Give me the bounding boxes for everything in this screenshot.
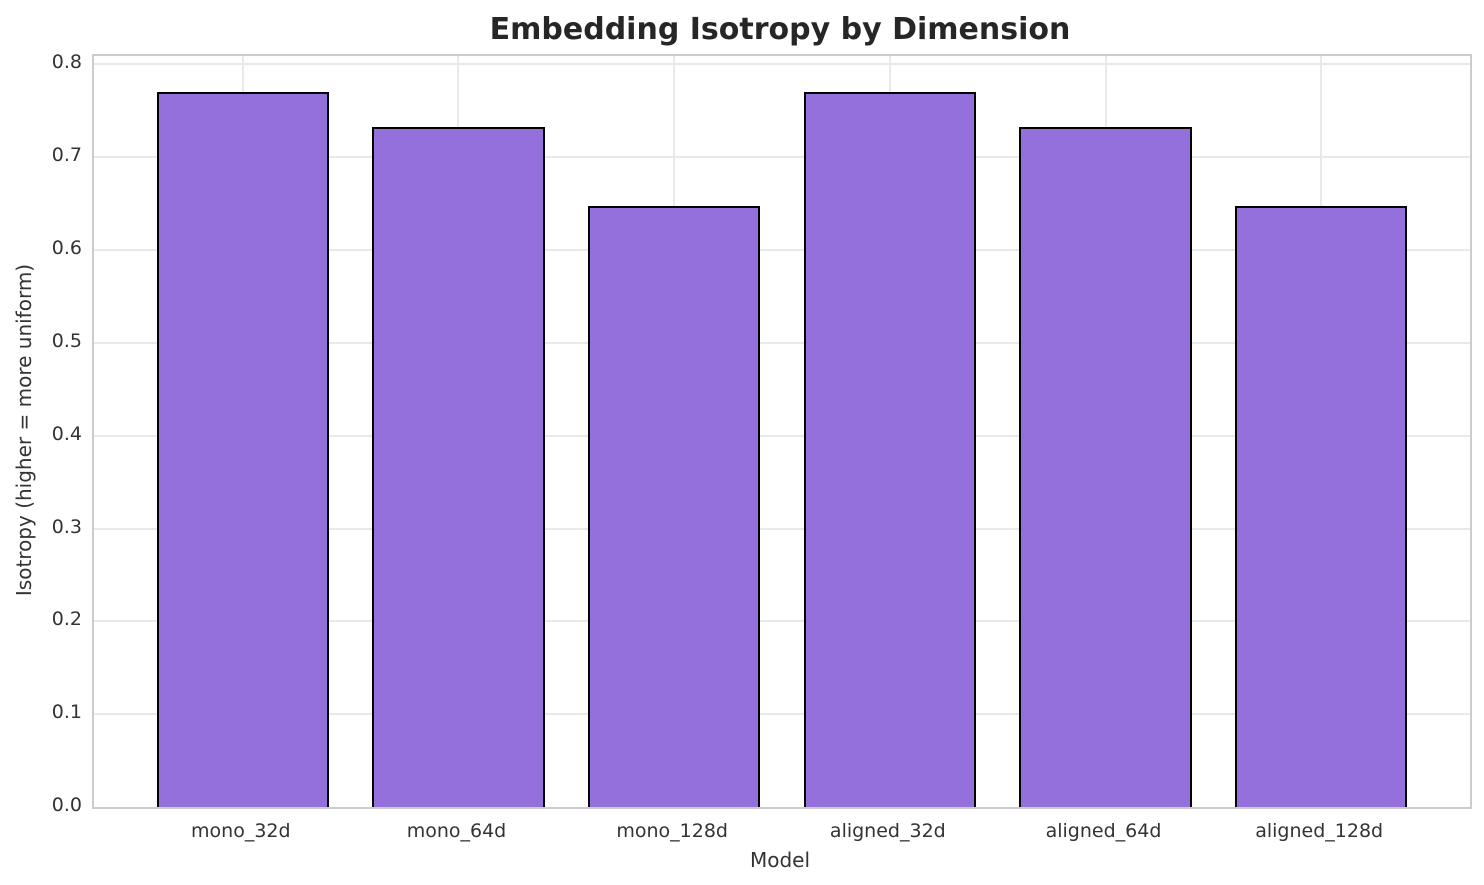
gridline-horizontal xyxy=(94,249,1470,252)
y-tick-label: 0.0 xyxy=(51,794,82,816)
chart-title: Embedding Isotropy by Dimension xyxy=(489,12,1071,47)
gridline-horizontal xyxy=(94,713,1470,716)
gridline-horizontal xyxy=(94,620,1470,623)
y-tick-label: 0.7 xyxy=(51,144,82,167)
bar-aligned_64d xyxy=(1019,126,1192,807)
y-tick-label: 0.1 xyxy=(51,701,82,724)
bar-mono_128d xyxy=(587,206,761,807)
x-tick-label: aligned_32d xyxy=(829,820,946,842)
gridline-horizontal xyxy=(94,156,1470,159)
x-tick-label: mono_64d xyxy=(406,820,507,842)
x-tick-label: aligned_64d xyxy=(1045,820,1162,842)
bar-aligned_32d xyxy=(803,92,977,807)
bar-aligned_128d xyxy=(1234,206,1408,807)
x-tick-label: mono_128d xyxy=(616,820,728,842)
bar-mono_64d xyxy=(372,126,545,807)
gridline-horizontal xyxy=(94,63,1470,66)
gridline-horizontal xyxy=(94,341,1470,344)
y-tick-label: 0.3 xyxy=(51,515,82,538)
y-tick-label: 0.4 xyxy=(51,422,82,445)
y-tick-label: 0.5 xyxy=(51,329,82,352)
x-tick-label: mono_32d xyxy=(191,820,291,842)
x-tick-label: aligned_128d xyxy=(1255,820,1384,842)
y-tick-label: 0.2 xyxy=(51,608,82,631)
gridline-horizontal xyxy=(94,527,1470,530)
x-axis-label: Model xyxy=(749,848,811,872)
y-tick-label: 0.6 xyxy=(51,237,82,260)
gridline-horizontal xyxy=(94,434,1470,437)
y-tick-label: 0.8 xyxy=(51,51,82,74)
plot-area xyxy=(92,54,1472,809)
bar-mono_32d xyxy=(156,92,330,807)
